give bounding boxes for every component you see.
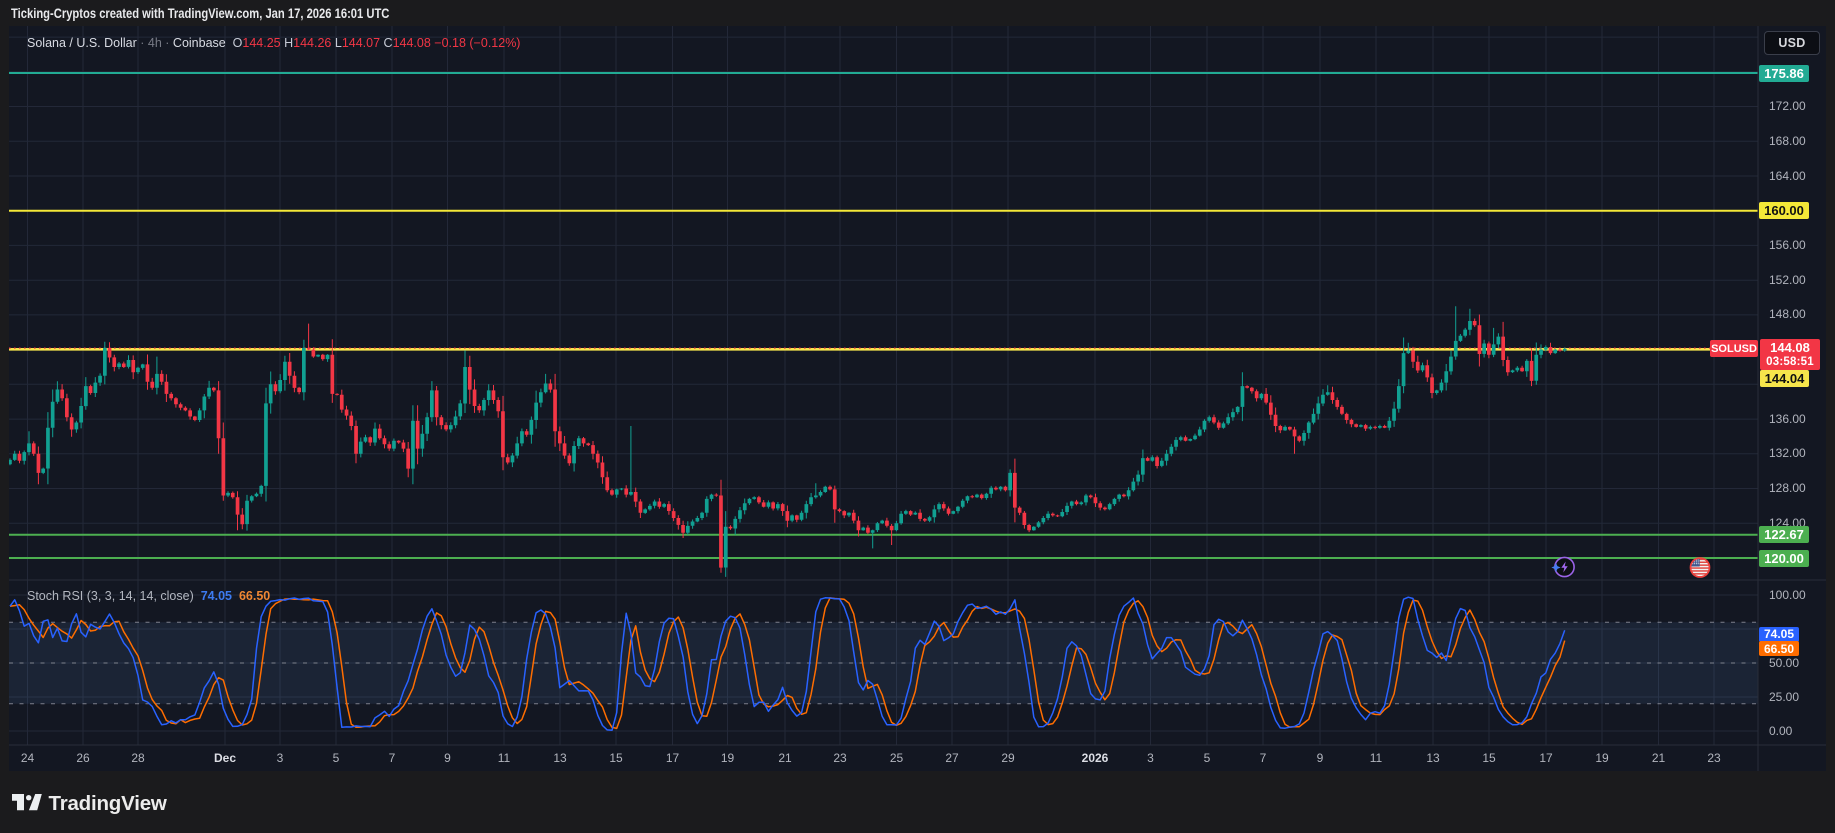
svg-text:TradingView: TradingView <box>49 792 167 815</box>
